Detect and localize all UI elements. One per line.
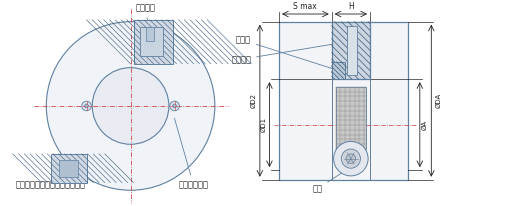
Circle shape xyxy=(173,104,176,108)
Text: H: H xyxy=(348,2,354,11)
Bar xyxy=(140,27,163,56)
Circle shape xyxy=(346,154,356,163)
Circle shape xyxy=(334,141,368,176)
Text: グリス充填穴: グリス充填穴 xyxy=(174,118,209,189)
Bar xyxy=(347,26,357,75)
Circle shape xyxy=(85,104,88,108)
Text: ピストン: ピストン xyxy=(231,41,350,64)
Circle shape xyxy=(341,149,360,168)
Circle shape xyxy=(92,68,169,144)
Bar xyxy=(134,20,173,64)
Circle shape xyxy=(46,22,215,190)
Circle shape xyxy=(82,101,91,111)
Text: ØA: ØA xyxy=(422,119,428,130)
Bar xyxy=(279,22,408,180)
Text: ØD2: ØD2 xyxy=(250,93,256,108)
Text: ØD1: ØD1 xyxy=(261,117,267,132)
Text: シール: シール xyxy=(236,36,336,70)
Bar xyxy=(146,27,154,41)
Text: 本体: 本体 xyxy=(313,172,344,193)
Bar xyxy=(332,62,345,79)
Circle shape xyxy=(170,101,179,111)
Bar xyxy=(336,87,366,149)
Bar xyxy=(332,22,370,79)
Bar xyxy=(51,154,87,183)
Text: ØDA: ØDA xyxy=(435,93,441,108)
Bar xyxy=(59,160,78,177)
Text: ピストン: ピストン xyxy=(135,3,155,32)
Text: S max: S max xyxy=(293,2,317,11)
Text: 六角棒レンチの差込口（側面）: 六角棒レンチの差込口（側面） xyxy=(15,175,86,189)
